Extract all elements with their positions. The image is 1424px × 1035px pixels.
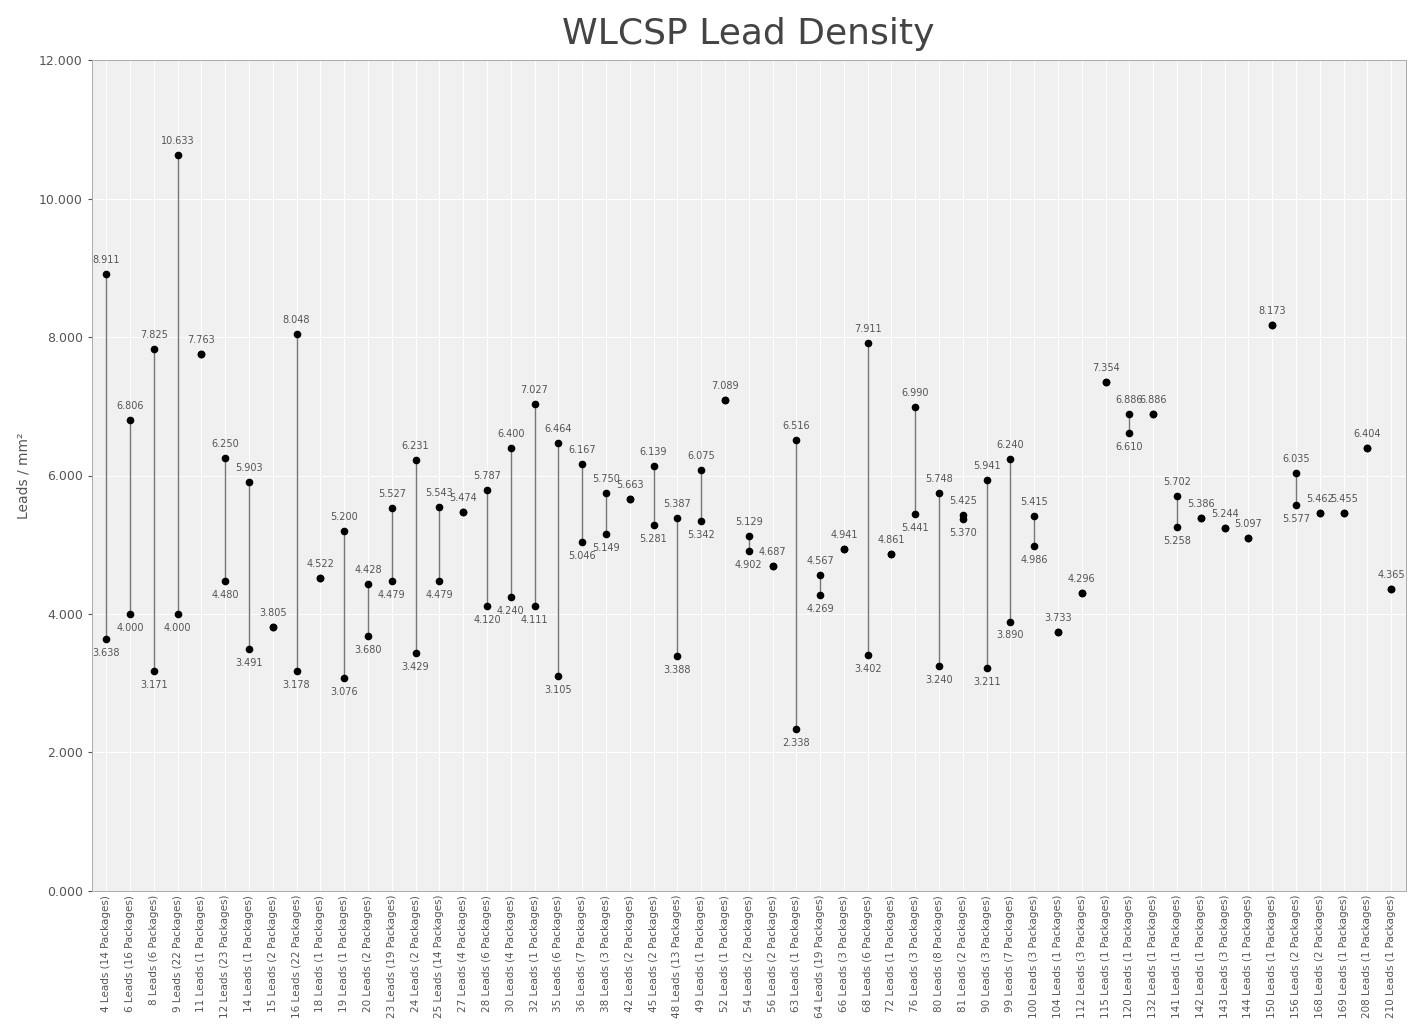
Text: 6.167: 6.167 — [568, 445, 595, 455]
Text: 5.462: 5.462 — [1306, 494, 1334, 504]
Text: 4.000: 4.000 — [164, 623, 191, 632]
Text: 3.076: 3.076 — [330, 687, 357, 697]
Text: 5.787: 5.787 — [473, 471, 501, 481]
Text: 6.464: 6.464 — [544, 424, 572, 435]
Text: 5.903: 5.903 — [235, 464, 263, 473]
Text: 7.763: 7.763 — [188, 334, 215, 345]
Text: 7.089: 7.089 — [711, 381, 739, 391]
Text: 5.097: 5.097 — [1235, 519, 1262, 529]
Text: 5.455: 5.455 — [1330, 495, 1357, 504]
Text: 5.702: 5.702 — [1163, 477, 1190, 487]
Text: 6.035: 6.035 — [1282, 454, 1310, 464]
Text: 6.404: 6.404 — [1354, 428, 1381, 439]
Text: 6.516: 6.516 — [783, 421, 810, 431]
Text: 3.890: 3.890 — [997, 630, 1024, 641]
Text: 3.178: 3.178 — [283, 680, 310, 689]
Y-axis label: Leads / mm²: Leads / mm² — [17, 433, 31, 519]
Text: 8.048: 8.048 — [283, 315, 310, 325]
Text: 4.240: 4.240 — [497, 607, 524, 616]
Text: 3.680: 3.680 — [355, 645, 382, 655]
Text: 6.139: 6.139 — [639, 447, 668, 456]
Text: 5.543: 5.543 — [426, 489, 453, 498]
Text: 5.527: 5.527 — [377, 490, 406, 499]
Text: 4.986: 4.986 — [1021, 555, 1048, 565]
Text: 5.748: 5.748 — [926, 474, 953, 484]
Text: 4.296: 4.296 — [1068, 574, 1095, 585]
Text: 3.105: 3.105 — [544, 685, 572, 694]
Text: 6.075: 6.075 — [688, 451, 715, 462]
Text: 6.990: 6.990 — [901, 388, 928, 398]
Text: 8.911: 8.911 — [93, 255, 120, 265]
Text: 4.941: 4.941 — [830, 530, 857, 540]
Text: 4.687: 4.687 — [759, 548, 786, 558]
Text: 6.400: 6.400 — [497, 428, 524, 439]
Text: 6.240: 6.240 — [997, 440, 1024, 450]
Text: 3.171: 3.171 — [140, 680, 168, 690]
Text: 5.387: 5.387 — [664, 499, 691, 509]
Text: 3.638: 3.638 — [93, 648, 120, 658]
Text: 5.663: 5.663 — [617, 480, 644, 490]
Text: 4.902: 4.902 — [735, 561, 762, 570]
Text: 3.388: 3.388 — [664, 666, 691, 675]
Text: 5.149: 5.149 — [592, 543, 619, 554]
Text: 4.861: 4.861 — [877, 535, 906, 545]
Text: 3.491: 3.491 — [235, 658, 262, 669]
Text: 5.258: 5.258 — [1163, 536, 1190, 545]
Text: 4.428: 4.428 — [355, 565, 382, 575]
Text: 5.244: 5.244 — [1210, 509, 1239, 519]
Text: 6.250: 6.250 — [211, 439, 239, 449]
Text: 3.733: 3.733 — [1044, 614, 1072, 623]
Text: 3.402: 3.402 — [854, 664, 881, 674]
Text: 5.577: 5.577 — [1282, 513, 1310, 524]
Text: 10.633: 10.633 — [161, 136, 195, 146]
Text: 5.750: 5.750 — [592, 474, 619, 483]
Text: 8.173: 8.173 — [1259, 306, 1286, 316]
Text: 5.941: 5.941 — [973, 461, 1001, 471]
Text: 6.806: 6.806 — [117, 401, 144, 411]
Text: 4.479: 4.479 — [426, 590, 453, 599]
Text: 4.567: 4.567 — [806, 556, 834, 566]
Text: 5.474: 5.474 — [449, 493, 477, 503]
Text: 3.429: 3.429 — [402, 662, 430, 673]
Text: 4.479: 4.479 — [377, 590, 406, 599]
Text: 4.120: 4.120 — [473, 615, 501, 624]
Text: 4.269: 4.269 — [806, 604, 834, 614]
Text: 7.354: 7.354 — [1092, 363, 1119, 373]
Text: 4.480: 4.480 — [211, 590, 239, 599]
Text: 3.211: 3.211 — [973, 678, 1001, 687]
Text: 5.415: 5.415 — [1021, 497, 1048, 507]
Text: 5.046: 5.046 — [568, 551, 595, 561]
Text: 5.281: 5.281 — [639, 534, 668, 544]
Text: 4.522: 4.522 — [306, 559, 335, 569]
Text: 5.129: 5.129 — [735, 516, 763, 527]
Text: 4.365: 4.365 — [1377, 569, 1405, 580]
Text: 7.825: 7.825 — [140, 330, 168, 341]
Text: 5.441: 5.441 — [901, 523, 928, 533]
Text: 7.911: 7.911 — [854, 324, 881, 334]
Text: 3.805: 3.805 — [259, 609, 286, 618]
Text: 5.386: 5.386 — [1188, 499, 1215, 509]
Text: 6.610: 6.610 — [1116, 442, 1143, 452]
Text: 6.231: 6.231 — [402, 441, 430, 450]
Text: 4.000: 4.000 — [117, 623, 144, 632]
Text: 5.200: 5.200 — [330, 512, 357, 522]
Text: 7.027: 7.027 — [521, 385, 548, 395]
Text: 6.886: 6.886 — [1139, 395, 1168, 405]
Text: 2.338: 2.338 — [783, 738, 810, 748]
Text: 4.111: 4.111 — [521, 615, 548, 625]
Text: 3.240: 3.240 — [926, 676, 953, 685]
Text: 6.886: 6.886 — [1116, 395, 1143, 405]
Text: 5.425: 5.425 — [948, 497, 977, 506]
Text: 5.370: 5.370 — [948, 528, 977, 538]
Title: WLCSP Lead Density: WLCSP Lead Density — [562, 17, 936, 51]
Text: 5.342: 5.342 — [688, 530, 715, 540]
